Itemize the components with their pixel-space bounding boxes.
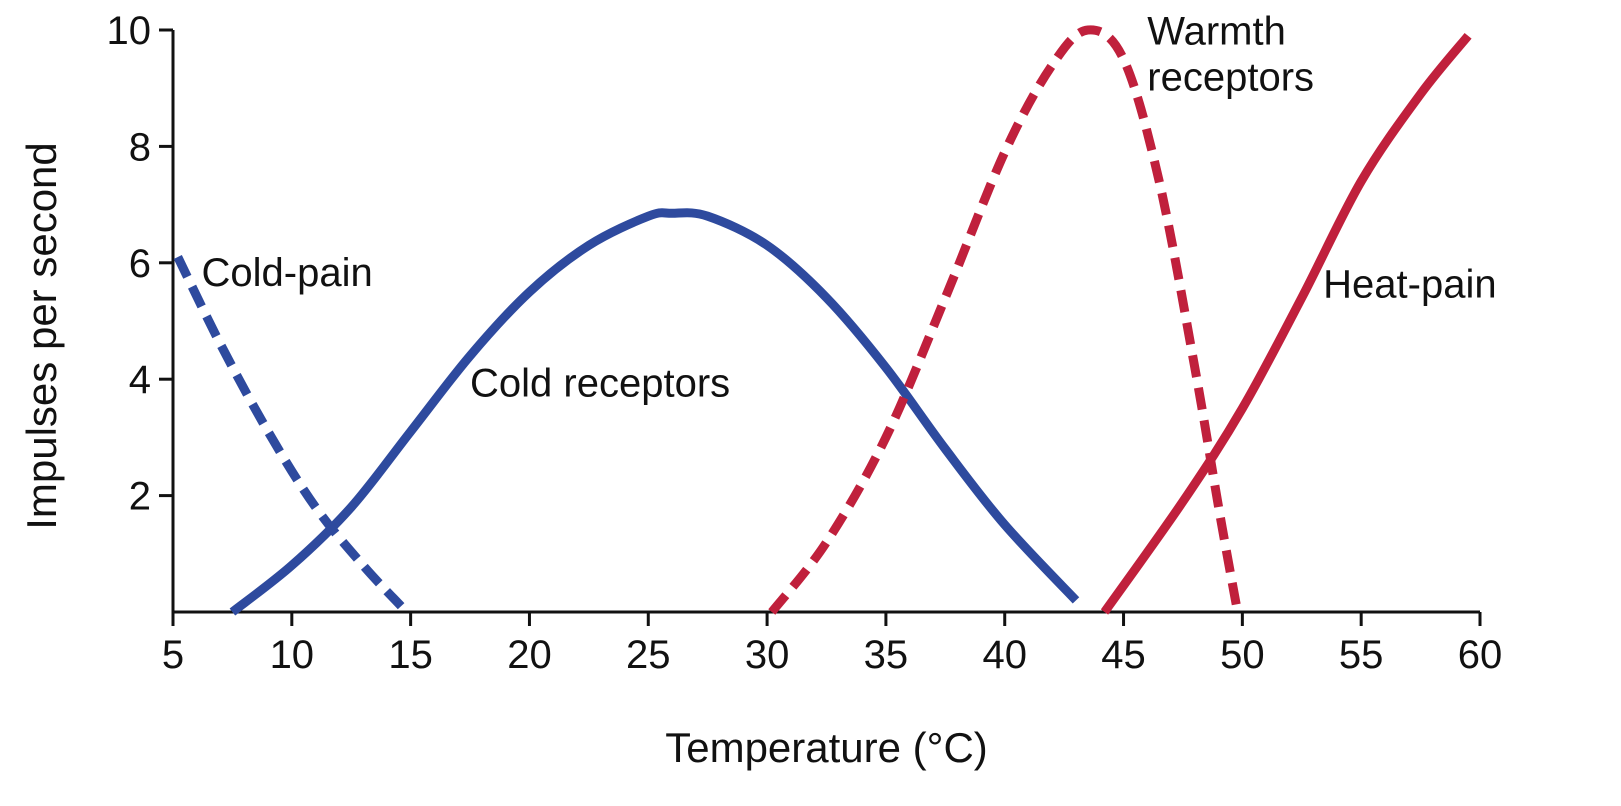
series-label-cold-receptors: Cold receptors xyxy=(470,362,730,406)
y-tick-label: 10 xyxy=(107,9,152,53)
x-tick-label: 5 xyxy=(162,633,184,677)
series-line-heat-pain xyxy=(1100,32,1472,615)
x-tick-label: 35 xyxy=(864,633,909,677)
x-tick-label: 30 xyxy=(745,633,790,677)
y-tick-label: 6 xyxy=(129,242,151,286)
x-tick-label: 20 xyxy=(507,633,552,677)
x-tick-label: 55 xyxy=(1339,633,1384,677)
y-tick-label: 8 xyxy=(129,125,151,169)
x-tick-label: 50 xyxy=(1220,633,1265,677)
labels-layer: Cold-pain Cold receptors Warmth receptors He… xyxy=(202,10,1497,406)
y-tick-label: 2 xyxy=(129,475,151,519)
series-line-warmth-receptors xyxy=(768,25,1243,615)
x-tick-label: 45 xyxy=(1101,633,1146,677)
series-layer xyxy=(173,25,1472,616)
x-tick-label: 10 xyxy=(270,633,315,677)
x-tick-label: 40 xyxy=(982,633,1027,677)
x-tick-label: 25 xyxy=(626,633,671,677)
series-label-cold-pain: Cold-pain xyxy=(202,251,373,295)
axes: 5 10 15 20 25 30 35 40 45 50 55 60 2 4 6 8 10 xyxy=(107,9,1503,677)
y-tick-label: 4 xyxy=(129,358,151,402)
y-axis-title: Impulses per second xyxy=(18,142,65,530)
x-tick-label: 15 xyxy=(388,633,433,677)
series-line-cold-receptors xyxy=(229,208,1080,616)
series-label-heat-pain: Heat-pain xyxy=(1323,263,1496,307)
x-tick-label: 60 xyxy=(1458,633,1503,677)
series-line-cold-pain xyxy=(173,255,405,610)
x-axis-title: Temperature (°C) xyxy=(665,724,988,771)
series-label-warmth-receptors: Warmth receptors xyxy=(1147,10,1314,100)
